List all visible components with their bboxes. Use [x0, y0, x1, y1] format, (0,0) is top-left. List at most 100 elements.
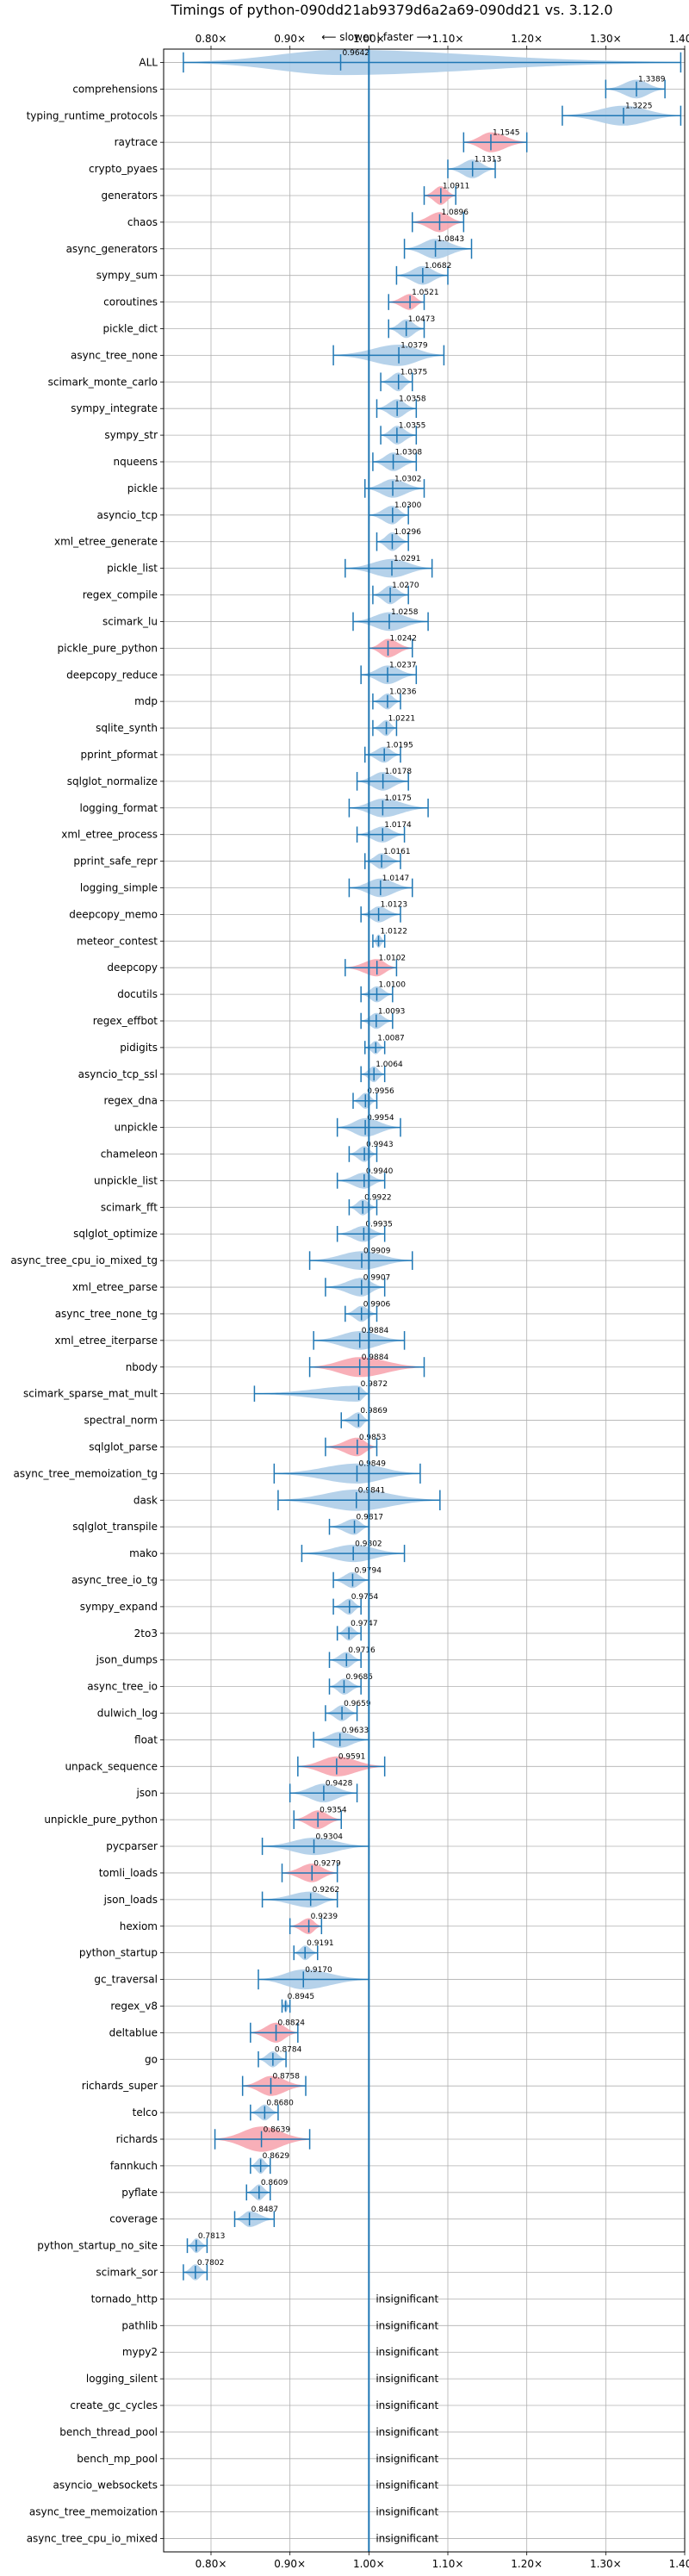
row-label: async_tree_cpu_io_mixed	[27, 2533, 158, 2545]
value-label: 1.0122	[381, 928, 408, 936]
value-label: 0.9239	[311, 1913, 338, 1921]
value-label: 0.9869	[360, 1407, 388, 1416]
row-label: regex_compile	[83, 589, 158, 601]
value-label: 1.0896	[441, 208, 469, 217]
value-label: 0.9716	[348, 1646, 376, 1655]
row-label: async_tree_none_tg	[55, 1308, 158, 1320]
value-label: 0.7802	[197, 2259, 225, 2268]
plot-border	[163, 48, 686, 2553]
row-label: gc_traversal	[94, 1974, 158, 1986]
row-label: xml_etree_iterparse	[54, 1335, 158, 1347]
insignificant-label: insignificant	[376, 2293, 438, 2305]
row-label: typing_runtime_protocols	[27, 109, 158, 121]
value-label: 1.0161	[383, 848, 411, 856]
row-label: async_tree_memoization	[29, 2506, 158, 2518]
value-label: 1.1313	[475, 155, 502, 164]
row-label: richards	[116, 2133, 158, 2145]
row-label: pickle_dict	[103, 322, 158, 334]
value-label: 1.3389	[638, 76, 666, 84]
row-label: pickle_pure_python	[58, 642, 158, 654]
row-label: unpickle_pure_python	[44, 1814, 158, 1826]
value-label: 1.0291	[394, 555, 421, 563]
row-label: asyncio_tcp_ssl	[78, 1068, 158, 1080]
value-label: 1.0093	[378, 1007, 406, 1016]
value-label: 0.9943	[366, 1141, 394, 1149]
row-label: bench_mp_pool	[77, 2453, 158, 2465]
row-labels: ALL comprehensions typing_runtime_protocol…	[10, 56, 158, 2544]
value-label: 1.0358	[399, 395, 426, 404]
chart-title: Timings of python-090dd21ab9379d6a2a69-0…	[170, 2, 612, 18]
row-label: pidigits	[120, 1042, 158, 1054]
row-label: deepcopy_memo	[69, 908, 158, 920]
row-label: deltablue	[109, 2026, 158, 2038]
value-label: 0.9907	[363, 1273, 391, 1282]
row-label: sqlglot_transpile	[72, 1521, 158, 1533]
row-label: xml_etree_generate	[54, 536, 158, 548]
row-label: scimark_sparse_mat_mult	[23, 1388, 158, 1400]
row-label: pyflate	[121, 2187, 158, 2199]
row-label: chameleon	[101, 1148, 158, 1160]
value-label: 1.0473	[408, 315, 436, 324]
x-tick-label-bottom: 0.80×	[196, 2558, 227, 2570]
row-label: ALL	[139, 56, 158, 68]
value-label: 0.8639	[264, 2125, 291, 2134]
x-tick-label-bottom: 0.90×	[274, 2558, 306, 2570]
value-label: 0.9262	[313, 1886, 340, 1895]
value-label: 0.9906	[363, 1300, 391, 1309]
row-label: pycparser	[106, 1840, 158, 1852]
value-label: 0.9754	[351, 1593, 379, 1602]
value-label: 1.0087	[377, 1034, 405, 1042]
row-label: logging_simple	[80, 881, 158, 893]
value-label: 0.9872	[361, 1380, 388, 1389]
row-label: sqlite_synth	[96, 722, 158, 734]
row-label: async_tree_none	[71, 349, 158, 361]
row-label: deepcopy	[107, 961, 158, 974]
row-label: meteor_contest	[77, 935, 158, 947]
row-label: pprint_safe_repr	[73, 856, 158, 868]
value-label: 0.9633	[342, 1727, 369, 1735]
x-tick-label-bottom: 1.00×	[353, 2558, 385, 2570]
value-label: 1.0521	[412, 289, 439, 297]
value-label: 0.9354	[320, 1806, 347, 1814]
row-label: unpickle	[115, 1122, 158, 1134]
row-label: pickle_list	[107, 563, 158, 575]
row-label: coroutines	[103, 296, 158, 308]
row-label: deepcopy_reduce	[66, 669, 158, 681]
row-label: json_loads	[103, 1894, 158, 1906]
row-label: mdp	[134, 695, 158, 707]
x-tick-label-top: 1.40×	[669, 33, 689, 45]
value-label: 0.9191	[307, 1939, 334, 1948]
row-label: sympy_integrate	[71, 402, 158, 414]
row-label: mypy2	[122, 2346, 158, 2358]
value-label: 0.9935	[365, 1221, 393, 1229]
row-label: crypto_pyaes	[89, 163, 158, 175]
row-label: go	[145, 2053, 158, 2065]
value-label: 0.8487	[251, 2206, 279, 2214]
value-label: 0.8824	[278, 2019, 306, 2028]
value-label: 0.8609	[261, 2179, 289, 2187]
x-tick-label-top: 1.20×	[511, 33, 543, 45]
x-tick-label-bottom: 1.20×	[511, 2558, 543, 2570]
row-label: logging_format	[79, 802, 158, 814]
value-label: 0.9849	[358, 1460, 386, 1469]
x-tick-label-top: 0.80×	[196, 33, 227, 45]
violins: 0.9642 1.3389 1.3225 1.1545 1.1313 1.0911 1.08…	[183, 49, 682, 2545]
row-label: sqlglot_parse	[89, 1440, 158, 1453]
row-label: scimark_lu	[102, 615, 158, 627]
value-label: 1.0300	[394, 501, 422, 510]
row-label: spectral_norm	[84, 1415, 158, 1427]
value-label: 0.9954	[367, 1114, 394, 1123]
row-label: tornado_http	[91, 2293, 158, 2305]
value-label: 1.0843	[438, 235, 465, 244]
row-label: json	[135, 1787, 158, 1799]
value-label: 1.0258	[391, 608, 419, 617]
row-label: richards_super	[82, 2080, 158, 2092]
insignificant-label: insignificant	[376, 2373, 438, 2385]
row-label: fannkuch	[110, 2160, 158, 2172]
value-label: 1.0911	[443, 182, 470, 190]
x-axis-ticks: 0.80× 0.80× 0.90× 0.90× 1.00× 1.00× 1.10× 1.10×…	[160, 33, 689, 2570]
value-label: 0.8945	[288, 1993, 315, 2001]
value-label: 0.8758	[272, 2073, 300, 2081]
row-label: pprint_pformat	[81, 749, 158, 761]
